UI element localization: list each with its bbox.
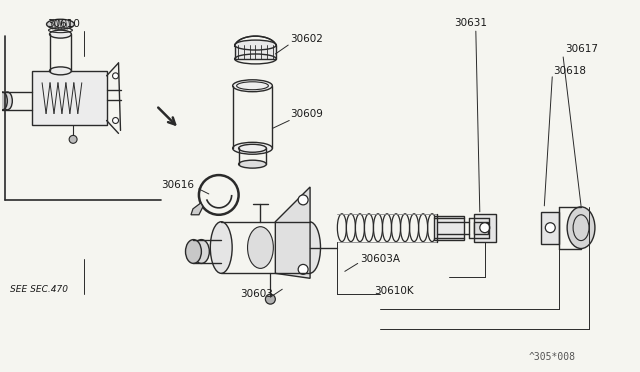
Circle shape bbox=[545, 223, 556, 232]
Bar bbox=[235, 45, 276, 59]
Circle shape bbox=[113, 118, 118, 124]
Bar bbox=[474, 222, 488, 234]
Circle shape bbox=[298, 264, 308, 274]
Ellipse shape bbox=[233, 80, 273, 92]
Ellipse shape bbox=[193, 240, 209, 263]
Circle shape bbox=[113, 73, 118, 79]
Circle shape bbox=[298, 195, 308, 205]
Text: 30618: 30618 bbox=[553, 66, 586, 76]
Text: SEE SEC.470: SEE SEC.470 bbox=[10, 285, 68, 294]
Ellipse shape bbox=[3, 92, 12, 110]
Circle shape bbox=[266, 294, 275, 304]
Text: 30603A: 30603A bbox=[360, 254, 400, 264]
Ellipse shape bbox=[248, 227, 273, 268]
Text: 30610: 30610 bbox=[47, 19, 80, 29]
Ellipse shape bbox=[49, 30, 72, 38]
Ellipse shape bbox=[299, 222, 321, 273]
Polygon shape bbox=[191, 203, 203, 215]
Text: ^305*008: ^305*008 bbox=[529, 352, 575, 362]
Circle shape bbox=[69, 135, 77, 143]
Text: 30617: 30617 bbox=[565, 44, 598, 54]
Ellipse shape bbox=[186, 240, 202, 263]
Text: 30631: 30631 bbox=[454, 18, 487, 28]
Text: 30603: 30603 bbox=[241, 289, 273, 299]
Ellipse shape bbox=[47, 19, 74, 29]
Ellipse shape bbox=[0, 92, 7, 110]
Circle shape bbox=[480, 223, 490, 232]
Ellipse shape bbox=[567, 207, 595, 248]
Ellipse shape bbox=[233, 142, 273, 154]
Polygon shape bbox=[32, 71, 107, 125]
Ellipse shape bbox=[239, 160, 266, 168]
Text: 30609: 30609 bbox=[290, 109, 323, 119]
Text: 30602: 30602 bbox=[290, 34, 323, 44]
Polygon shape bbox=[275, 187, 310, 278]
Text: 30610K: 30610K bbox=[374, 286, 414, 296]
Ellipse shape bbox=[49, 67, 72, 75]
Bar bbox=[541, 212, 559, 244]
Bar bbox=[474, 214, 495, 241]
Ellipse shape bbox=[235, 40, 276, 50]
Bar bbox=[434, 216, 464, 240]
Ellipse shape bbox=[211, 222, 232, 273]
Text: 30616: 30616 bbox=[161, 180, 194, 190]
